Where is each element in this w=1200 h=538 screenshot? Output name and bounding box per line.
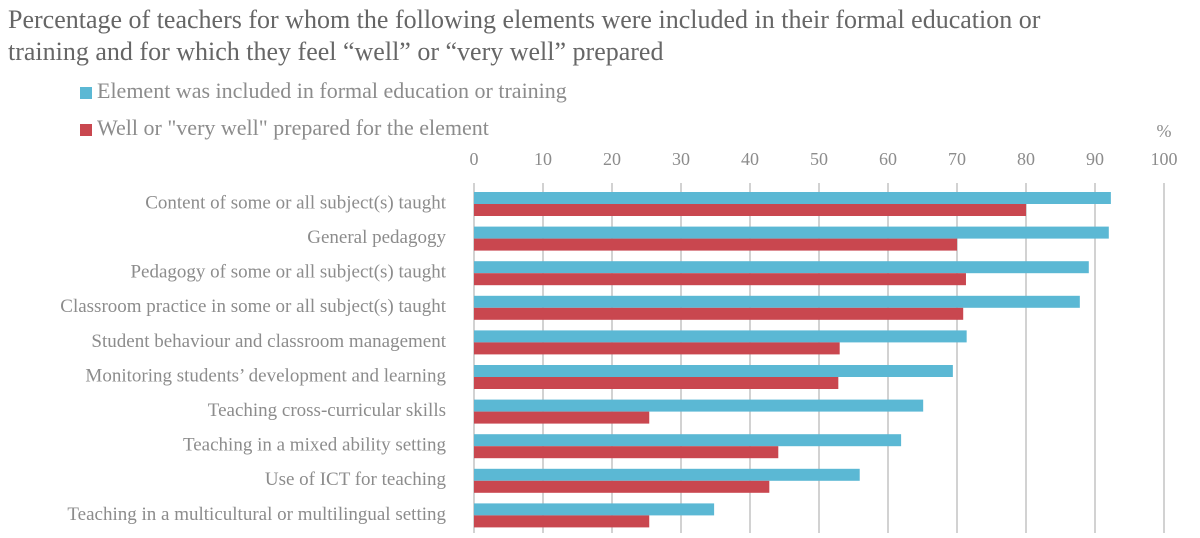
x-tick-label: 50	[810, 149, 828, 169]
bar	[474, 307, 964, 320]
bar	[474, 377, 839, 389]
bar	[474, 192, 1111, 204]
bar	[474, 273, 966, 286]
bar	[474, 480, 770, 493]
bar	[474, 342, 840, 355]
bar	[474, 330, 967, 343]
y-tick-label: Pedagogy of some or all subject(s) taugh…	[130, 262, 446, 283]
bar	[474, 204, 1026, 216]
bar	[474, 238, 957, 251]
y-tick-label: Teaching in a multicultural or multiling…	[67, 504, 446, 525]
bar	[474, 399, 924, 412]
y-tick-label: Monitoring students’ development and lea…	[85, 365, 446, 386]
x-tick-label: 100	[1151, 149, 1178, 169]
x-tick-label: 60	[879, 149, 897, 169]
bar	[474, 468, 860, 481]
y-tick-label: Content of some or all subject(s) taught	[145, 192, 446, 213]
y-tick-label: General pedagogy	[307, 227, 446, 248]
bar	[474, 411, 650, 424]
x-tick-label: 70	[948, 149, 966, 169]
bar	[474, 515, 650, 528]
x-tick-label: 90	[1086, 149, 1104, 169]
x-tick-label: 80	[1017, 149, 1035, 169]
bar	[474, 446, 779, 459]
bar	[474, 434, 902, 447]
bar	[474, 226, 1109, 239]
y-tick-label: Teaching in a mixed ability setting	[183, 435, 447, 456]
bar	[474, 365, 953, 377]
y-tick-label: Teaching cross-curricular skills	[208, 400, 446, 421]
y-tick-label: Use of ICT for teaching	[265, 469, 447, 490]
chart-title: Percentage of teachers for whom the foll…	[8, 5, 1041, 66]
x-tick-label: 10	[534, 149, 552, 169]
x-tick-label: 20	[603, 149, 621, 169]
y-tick-label: Student behaviour and classroom manageme…	[91, 331, 446, 352]
bar	[474, 261, 1089, 274]
x-tick-label: 0	[470, 149, 479, 169]
bar	[474, 503, 715, 516]
legend-label: Element was included in formal education…	[97, 78, 567, 103]
legend-label: Well or "very well" prepared for the ele…	[97, 115, 489, 140]
legend-swatch	[80, 124, 92, 136]
x-tick-label: 40	[741, 149, 759, 169]
x-unit-label: %	[1157, 121, 1172, 141]
bar	[474, 295, 1080, 308]
x-tick-label: 30	[672, 149, 690, 169]
y-tick-label: Classroom practice in some or all subjec…	[60, 296, 446, 317]
legend-swatch	[80, 87, 92, 99]
